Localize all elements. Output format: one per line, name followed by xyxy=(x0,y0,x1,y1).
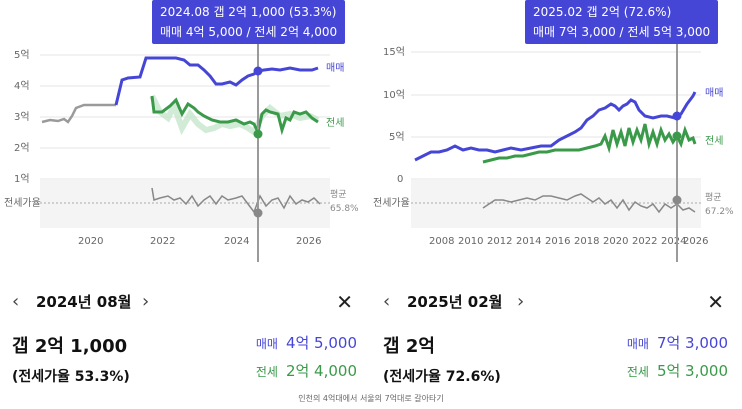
ratio-band xyxy=(411,180,701,228)
chart-tooltip: 2024.08 갭 2억 1,000 (53.3%) 매매 4억 5,000 /… xyxy=(152,0,346,44)
sale-point xyxy=(672,111,682,121)
x-tick: 2022 xyxy=(632,236,657,247)
month-nav: ‹ 2024년 08월 › ✕ xyxy=(12,290,359,314)
ratio-line xyxy=(151,187,321,214)
avg-value: 65.8% xyxy=(330,204,359,214)
jeonse-ratio: (전세가율 53.3%) xyxy=(12,369,130,385)
x-tick: 2010 xyxy=(458,236,483,247)
ratio-point xyxy=(672,195,682,205)
x-tick: 2014 xyxy=(516,236,541,247)
close-icon[interactable]: ✕ xyxy=(707,290,724,314)
sale-series-label: 매매 xyxy=(705,87,723,99)
jeonse-ratio: (전세가율 72.6%) xyxy=(383,369,501,385)
chevron-right-icon[interactable]: › xyxy=(517,291,525,312)
panel-divider xyxy=(369,0,371,409)
y-tick: 5억 xyxy=(14,49,30,61)
sale-value: 7억 3,000 xyxy=(656,334,728,352)
sale-line xyxy=(414,91,697,162)
y-tick: 10억 xyxy=(383,89,405,101)
jeonse-series-label: 전세 xyxy=(705,135,723,147)
x-tick: 2020 xyxy=(78,236,103,247)
jeonse-series-label: 전세 xyxy=(326,117,344,129)
jeonse-label: 전세 xyxy=(626,365,649,379)
tooltip-line-2: 매매 7억 3,000 / 전세 5억 3,000 xyxy=(533,25,711,39)
sale-series-label: 매매 xyxy=(326,62,344,74)
jeonse-line xyxy=(150,95,319,137)
x-tick: 2022 xyxy=(150,236,175,247)
jeonse-value: 5억 3,000 xyxy=(656,362,728,380)
chart-panel-left: 5억 4억 3억 2억 1억 전세가율 2020 2022 2024 2026 … xyxy=(0,0,371,409)
y-tick: 1억 xyxy=(14,173,30,185)
y-tick: 0 xyxy=(397,174,403,185)
chevron-right-icon[interactable]: › xyxy=(142,291,150,312)
ratio-point xyxy=(253,208,263,218)
gap-value: 갭 2억 xyxy=(383,336,435,357)
x-tick: 2026 xyxy=(683,236,708,247)
avg-label: 평균 xyxy=(705,192,722,203)
gap-value: 갭 2억 1,000 xyxy=(12,336,128,357)
y-tick: 4억 xyxy=(14,80,30,92)
tooltip-line-1: 2024.08 갭 2억 1,000 (53.3%) xyxy=(160,5,337,19)
month-label: 2025년 02월 xyxy=(407,293,503,311)
x-tick: 2020 xyxy=(603,236,628,247)
sale-label: 매매 xyxy=(255,337,278,351)
chevron-left-icon[interactable]: ‹ xyxy=(12,291,20,312)
sale-value: 4억 5,000 xyxy=(285,334,357,352)
sale-price-row: 매매 7억 3,000 xyxy=(627,332,728,353)
month-nav: ‹ 2025년 02월 › ✕ xyxy=(383,290,730,314)
month-label: 2024년 08월 xyxy=(36,293,132,311)
y-tick: 2억 xyxy=(14,142,30,154)
y-tick: 3억 xyxy=(14,111,30,123)
chart-tooltip: 2025.02 갭 2억 (72.6%) 매매 7억 3,000 / 전세 5억… xyxy=(525,0,719,44)
jeonse-label: 전세 xyxy=(255,365,278,379)
jeonse-price-row: 전세 5억 3,000 xyxy=(627,360,728,381)
footnote: 인천의 4억대에서 서울의 7억대로 갈아타기 xyxy=(298,394,444,403)
detail-panel-right: ‹ 2025년 02월 › ✕ 갭 2억 (전세가율 72.6%) 매매 7억 3… xyxy=(371,262,742,409)
x-tick: 2016 xyxy=(545,236,570,247)
ratio-axis-label: 전세가율 xyxy=(373,197,410,209)
x-tick: 2026 xyxy=(296,236,321,247)
avg-label: 평균 xyxy=(330,189,347,200)
x-tick: 2012 xyxy=(487,236,512,247)
jeonse-point xyxy=(253,129,263,139)
jeonse-value: 2억 4,000 xyxy=(285,362,357,380)
x-tick: 2024 xyxy=(661,236,686,247)
sale-line xyxy=(114,56,319,106)
jeonse-price-row: 전세 2억 4,000 xyxy=(256,360,357,381)
pre-sale-line xyxy=(41,103,116,124)
sale-label: 매매 xyxy=(626,337,649,351)
detail-panel-left: ‹ 2024년 08월 › ✕ 갭 2억 1,000 (전세가율 53.3%) … xyxy=(0,262,371,409)
jeonse-range-band xyxy=(149,94,320,137)
jeonse-point xyxy=(672,131,682,141)
x-tick: 2008 xyxy=(429,236,454,247)
sale-price-row: 매매 4억 5,000 xyxy=(256,332,357,353)
avg-value: 67.2% xyxy=(705,207,734,217)
ratio-axis-label: 전세가율 xyxy=(4,197,41,209)
x-tick: 2018 xyxy=(574,236,599,247)
price-chart-right[interactable]: 15억 10억 5억 0 전세가율 2008 2010 2012 2014 20… xyxy=(371,0,742,262)
y-tick: 15억 xyxy=(383,46,405,58)
close-icon[interactable]: ✕ xyxy=(336,290,353,314)
x-tick: 2024 xyxy=(224,236,249,247)
y-tick: 5억 xyxy=(389,131,405,143)
tooltip-line-2: 매매 4억 5,000 / 전세 2억 4,000 xyxy=(160,25,338,39)
price-chart-left[interactable]: 5억 4억 3억 2억 1억 전세가율 2020 2022 2024 2026 … xyxy=(0,0,371,262)
chart-panel-right: 15억 10억 5억 0 전세가율 2008 2010 2012 2014 20… xyxy=(371,0,742,409)
chevron-left-icon[interactable]: ‹ xyxy=(383,291,391,312)
ratio-line xyxy=(482,193,696,214)
jeonse-line xyxy=(482,123,697,164)
sale-point xyxy=(253,66,263,76)
tooltip-line-1: 2025.02 갭 2억 (72.6%) xyxy=(533,5,672,19)
